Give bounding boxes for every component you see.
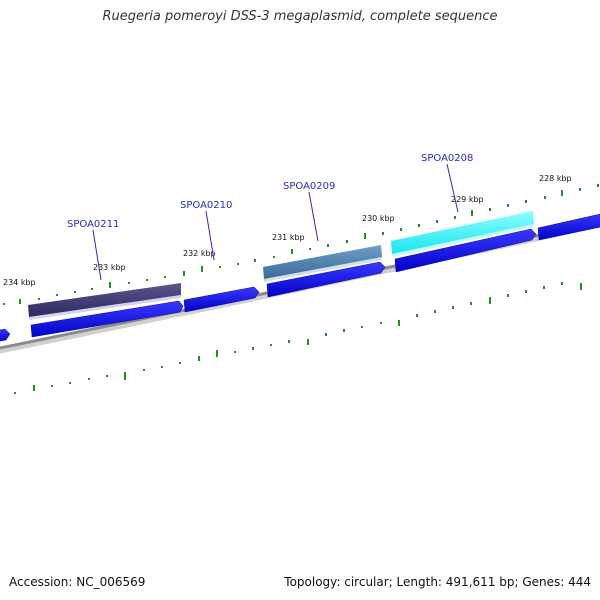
kbp-label-234: 234 kbp <box>3 278 36 287</box>
accession-text: Accession: NC_006569 <box>9 575 146 589</box>
gene-label-spoa0210[interactable]: SPOA0210 <box>180 200 232 211</box>
kbp-label-233: 233 kbp <box>93 263 126 272</box>
kbp-label-232: 232 kbp <box>183 249 216 258</box>
forward-gene-track <box>0 213 600 342</box>
gene-labels: SPOA0208 SPOA0209 SPOA0210 SPOA0211 <box>67 153 473 230</box>
gene-label-spoa0209[interactable]: SPOA0209 <box>283 181 335 192</box>
cds-spoa0208[interactable] <box>391 211 534 254</box>
gene-label-spoa0208[interactable]: SPOA0208 <box>421 153 473 164</box>
gene-arrow[interactable] <box>30 300 184 338</box>
kbp-label-228: 228 kbp <box>539 174 572 183</box>
cds-track <box>28 211 534 320</box>
cds-spoa0209[interactable] <box>263 245 382 279</box>
kbp-labels: 228 kbp 229 kbp 230 kbp 231 kbp 232 kbp … <box>3 174 572 287</box>
gene-arrow[interactable] <box>266 261 386 298</box>
gene-label-spoa0211[interactable]: SPOA0211 <box>67 219 119 230</box>
outer-tick-ring <box>3 184 599 305</box>
gene-arrow[interactable] <box>394 228 537 273</box>
kbp-label-230: 230 kbp <box>362 214 395 223</box>
kbp-label-231: 231 kbp <box>272 233 305 242</box>
gene-arrow[interactable] <box>183 286 260 313</box>
cds-spoa0211[interactable] <box>28 283 181 317</box>
topology-summary: Topology: circular; Length: 491,611 bp; … <box>284 575 591 589</box>
gene-arrow[interactable] <box>537 213 600 241</box>
kbp-label-229: 229 kbp <box>451 195 484 204</box>
map-title: Ruegeria pomeroyi DSS-3 megaplasmid, com… <box>102 9 498 24</box>
cds-spoa0209-shadow <box>264 257 382 282</box>
inner-tick-ring <box>14 282 582 394</box>
gene-arrow[interactable] <box>0 328 11 342</box>
cds-spoa0211-shadow <box>29 295 181 320</box>
cds-spoa0208-shadow <box>392 224 534 257</box>
gene-leader-lines <box>92 163 459 281</box>
